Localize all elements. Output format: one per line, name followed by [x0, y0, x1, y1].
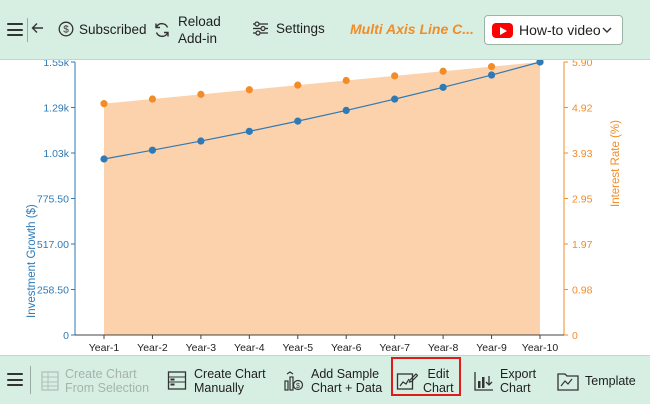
edit-chart-highlight [391, 357, 461, 396]
interest-rate-point [487, 63, 496, 71]
interest-rate-point [439, 67, 447, 75]
export-chart-icon [474, 371, 493, 391]
table-selection-icon [41, 370, 59, 391]
right-tick-label: 3.93 [572, 148, 593, 160]
x-tick-label: Year-6 [331, 342, 362, 354]
x-tick-label: Year-7 [379, 342, 410, 354]
x-tick-label: Year-1 [89, 342, 120, 354]
settings-label: Settings [276, 21, 325, 36]
from-selection-label: From Selection [65, 380, 150, 395]
interest-rate-point [148, 95, 157, 103]
howto-video-dropdown[interactable]: How-to video [484, 15, 623, 45]
add-sample-chart-button[interactable]: $ Add Sample Chart + Data [282, 356, 382, 404]
menu-icon[interactable] [7, 23, 23, 36]
edit-chart-button[interactable]: Edit Chart [396, 356, 454, 404]
back-button[interactable] [31, 21, 45, 35]
right-tick-label: 2.95 [572, 194, 593, 206]
left-axis-title: Investment Growth ($) [26, 204, 38, 318]
svg-text:$: $ [296, 383, 300, 390]
template-icon [557, 372, 579, 391]
dollar-coin-icon: $ [58, 21, 74, 37]
multi-axis-line-chart: 0 258.50 517.00 775.50 1.03k 1.29k 1.55k 0 0.98 1… [37, 60, 593, 354]
investment-growth-point [148, 146, 157, 154]
left-tick-label: 517.00 [37, 239, 69, 251]
left-tick-label: 1.29k [43, 103, 69, 115]
export-chart-button[interactable]: Export Chart [473, 356, 536, 404]
interest-rate-point [294, 81, 302, 89]
add-sample-label: Add Sample [311, 366, 380, 381]
interest-rate-point [197, 90, 205, 98]
right-tick-label: 1.97 [572, 239, 593, 251]
investment-growth-point [342, 106, 350, 115]
chevron-down-icon [602, 27, 612, 33]
right-tick-label: 0.98 [572, 285, 593, 297]
left-tick-label: 0 [63, 330, 69, 342]
sample-chart-icon: $ [284, 370, 304, 391]
edit-chart-icon [396, 372, 418, 390]
reload-addin-button[interactable]: Reload Add-in [153, 13, 221, 47]
chart-area: 0 258.50 517.00 775.50 1.03k 1.29k 1.55k 0 0.98 1… [0, 60, 650, 355]
template-label: Template [585, 373, 636, 388]
x-tick-label: Year-4 [234, 342, 265, 354]
investment-growth-point [294, 117, 302, 125]
investment-growth-point [197, 137, 205, 145]
interest-rate-point [342, 76, 350, 85]
create-chart-from-selection-button[interactable]: Create Chart From Selection [40, 356, 149, 404]
arrow-left-icon [31, 23, 43, 33]
toolbar-divider [30, 366, 31, 394]
addin-label: Add-in [178, 31, 218, 46]
x-tick-label: Year-10 [522, 342, 559, 354]
manually-label: Manually [194, 380, 245, 395]
edit-label: Edit [427, 366, 450, 381]
left-tick-label: 1.03k [43, 148, 69, 160]
toolbar-divider [27, 18, 28, 42]
interest-rate-point [245, 86, 253, 94]
youtube-icon [492, 22, 513, 38]
bottom-toolbar: Create Chart From Selection Create Chart… [0, 355, 650, 404]
settings-button[interactable]: Settings [252, 21, 325, 36]
interest-rate-area [104, 62, 540, 335]
investment-growth-point [391, 95, 399, 103]
interest-rate-point [100, 100, 108, 108]
chart-data-label: Chart + Data [311, 380, 383, 395]
subscribed-button[interactable]: $ Subscribed [58, 21, 147, 37]
x-tick-label: Year-8 [428, 342, 459, 354]
investment-growth-point [245, 127, 253, 135]
chart-label: Chart [500, 380, 531, 395]
x-tick-label: Year-3 [186, 342, 217, 354]
investment-growth-point [487, 71, 496, 79]
left-tick-label: 258.50 [37, 285, 69, 297]
investment-growth-line [103, 61, 541, 160]
investment-growth-point [439, 83, 447, 91]
template-button[interactable]: Template [556, 356, 636, 404]
top-toolbar: $ Subscribed Reload Add-in Settings Mult… [0, 0, 650, 60]
investment-growth-point [100, 155, 108, 163]
create-chart-manually-button[interactable]: Create Chart Manually [167, 356, 266, 404]
investment-growth-point [536, 60, 544, 66]
chart-title: Multi Axis Line C... [350, 21, 474, 37]
left-tick-label: 1.55k [43, 60, 69, 69]
reload-label: Reload [178, 14, 221, 29]
reload-icon [155, 22, 169, 38]
table-edit-icon [167, 370, 187, 390]
create-chart-label: Create Chart [194, 366, 266, 381]
menu-icon[interactable] [7, 373, 23, 386]
x-tick-label: Year-9 [476, 342, 507, 354]
x-tick-label: Year-2 [137, 342, 168, 354]
create-chart-label: Create Chart [65, 366, 137, 381]
svg-text:$: $ [63, 25, 69, 36]
x-tick-label: Year-5 [282, 342, 313, 354]
interest-rate-point [391, 72, 399, 80]
right-tick-label: 4.92 [572, 103, 593, 115]
left-tick-label: 775.50 [37, 194, 69, 206]
subscribed-label: Subscribed [79, 21, 147, 37]
howto-label: How-to video [519, 22, 601, 38]
right-axis-title: Interest Rate (%) [610, 120, 622, 207]
right-tick-label: 5.90 [572, 60, 593, 69]
right-tick-label: 0 [572, 330, 578, 342]
chart-label: Chart [423, 380, 454, 395]
export-label: Export [500, 366, 537, 381]
sliders-icon [253, 21, 268, 36]
